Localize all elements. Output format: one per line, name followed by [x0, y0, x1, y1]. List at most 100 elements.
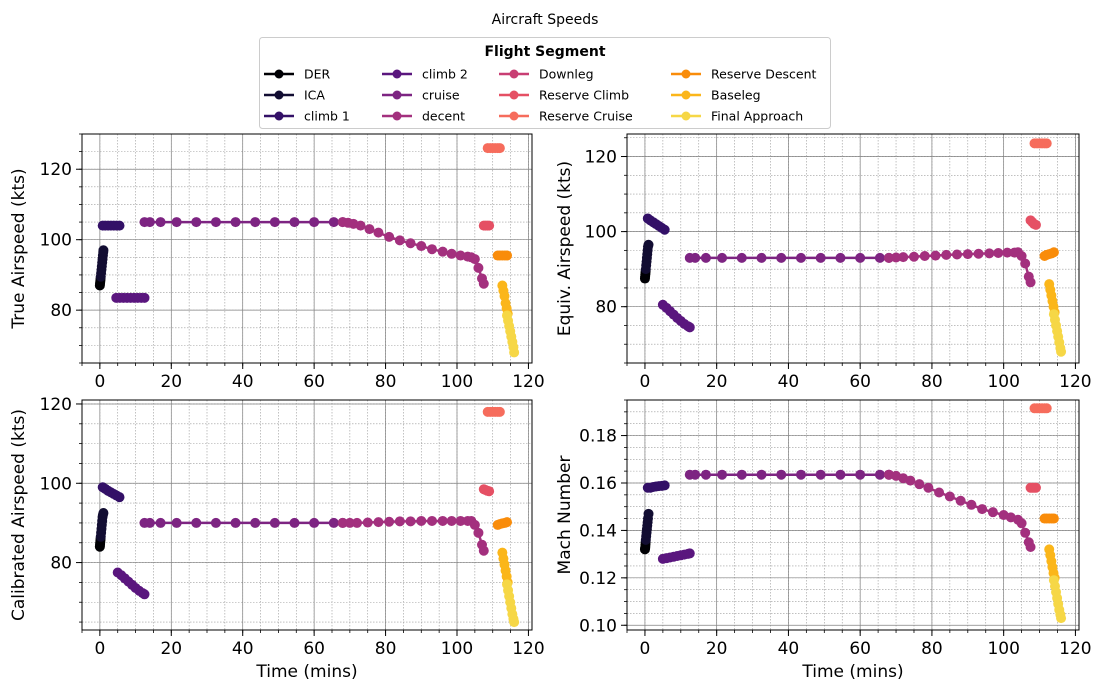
x-tick-label: 100 — [987, 372, 1019, 392]
plot-area — [82, 134, 532, 363]
data-point — [815, 469, 826, 480]
data-point — [502, 517, 512, 528]
data-point — [1025, 542, 1036, 553]
x-tick-label: 20 — [160, 372, 182, 392]
legend-label: climb 2 — [422, 67, 468, 82]
data-point — [1016, 518, 1027, 529]
y-tick-label: 120 — [40, 395, 72, 415]
y-tick-label: 100 — [40, 231, 72, 251]
data-point — [437, 246, 448, 257]
data-point — [328, 517, 339, 528]
x-tick-label: 120 — [512, 372, 544, 392]
data-point — [874, 252, 885, 263]
data-point — [171, 217, 182, 228]
y-tick-label: 0.12 — [579, 569, 617, 589]
data-point — [394, 516, 405, 527]
x-tick-label: 80 — [921, 372, 943, 392]
data-point — [1041, 403, 1052, 414]
y-tick-label: 80 — [50, 301, 72, 321]
data-point — [114, 220, 125, 231]
legend-entry: cruise — [382, 88, 460, 103]
data-point — [416, 515, 427, 526]
series-ica — [95, 245, 109, 282]
legend-entry: climb 2 — [382, 67, 468, 82]
series-reserve-cruise — [482, 406, 505, 417]
y-tick-label: 0.18 — [579, 427, 617, 447]
data-point — [795, 252, 806, 263]
axes-frame — [626, 399, 1080, 631]
data-point — [191, 517, 202, 528]
data-point — [643, 508, 654, 519]
data-point — [394, 235, 405, 246]
data-point — [756, 469, 767, 480]
data-point — [855, 252, 866, 263]
data-point — [210, 217, 221, 228]
data-point — [905, 475, 916, 486]
legend-entry: DER — [264, 67, 331, 82]
legend-entry: decent — [382, 109, 465, 124]
series-reserve-cruise — [1029, 138, 1052, 149]
data-point — [684, 322, 695, 333]
series-climb-1 — [97, 220, 125, 231]
data-point — [230, 217, 241, 228]
series-final-approach — [1048, 309, 1067, 357]
data-point — [919, 251, 930, 262]
data-point — [469, 254, 480, 265]
legend-entry: Reserve Climb — [499, 88, 629, 103]
data-point — [700, 469, 711, 480]
data-point — [473, 527, 484, 538]
data-point — [328, 217, 339, 228]
series-decent — [337, 217, 489, 289]
data-point — [114, 492, 125, 503]
y-tick-label: 120 — [585, 148, 617, 168]
series-cruise — [139, 517, 348, 528]
series-reserve-descent — [492, 250, 512, 261]
y-tick-label: 100 — [585, 223, 617, 243]
axes-frame — [626, 133, 1080, 364]
grid — [626, 399, 1079, 630]
legend-entry: Downleg — [499, 67, 594, 82]
data-point — [1020, 527, 1031, 538]
data-point — [966, 499, 977, 510]
data-point — [717, 469, 728, 480]
data-point — [984, 248, 995, 259]
data-point — [427, 244, 437, 255]
axes-ticks: 0 20 40 60 80 100 120 80 100 120 — [585, 137, 1092, 392]
legend-marker-swatch — [681, 90, 691, 100]
data-point — [795, 469, 806, 480]
series-reserve-descent — [1039, 247, 1059, 262]
subplot-grid: 0 20 40 60 80 100 120 80 100 120 True Airspeed (kt… — [9, 133, 1092, 682]
x-axis-label: Time (mins) — [255, 662, 357, 682]
legend-label: cruise — [422, 88, 460, 103]
data-point — [344, 517, 355, 528]
data-point — [309, 517, 320, 528]
legend-label: climb 1 — [304, 109, 350, 124]
data-point — [289, 517, 300, 528]
data-point — [250, 517, 261, 528]
data-point — [1020, 258, 1031, 269]
legend-label: Downleg — [539, 67, 594, 82]
x-tick-label: 0 — [640, 372, 651, 392]
series-cruise — [684, 469, 894, 480]
y-tick-label: 120 — [40, 160, 72, 180]
data-point — [405, 516, 416, 527]
x-tick-label: 60 — [849, 372, 871, 392]
series-group — [639, 403, 1067, 624]
data-point — [373, 227, 384, 238]
data-point — [362, 517, 373, 528]
data-point — [230, 517, 241, 528]
subplot-3: 0 20 40 60 80 100 120 80 100 120 Calibrated Airspe… — [9, 395, 545, 682]
data-point — [473, 262, 484, 273]
subplot-4: 0 20 40 60 80 100 120 0.10 0.12 0.14 0.16 0.18Mach … — [555, 399, 1092, 682]
x-tick-label: 60 — [303, 639, 325, 659]
data-point — [908, 251, 919, 262]
data-point — [384, 231, 395, 242]
data-point — [874, 469, 885, 480]
series-group — [94, 406, 520, 628]
data-point — [756, 252, 767, 263]
data-point — [815, 252, 826, 263]
data-point — [835, 469, 846, 480]
legend-marker-swatch — [392, 90, 402, 100]
subplot-2: 0 20 40 60 80 100 120 80 100 120 Equiv. Airspeed (… — [555, 133, 1092, 392]
plot-area — [627, 134, 1079, 363]
